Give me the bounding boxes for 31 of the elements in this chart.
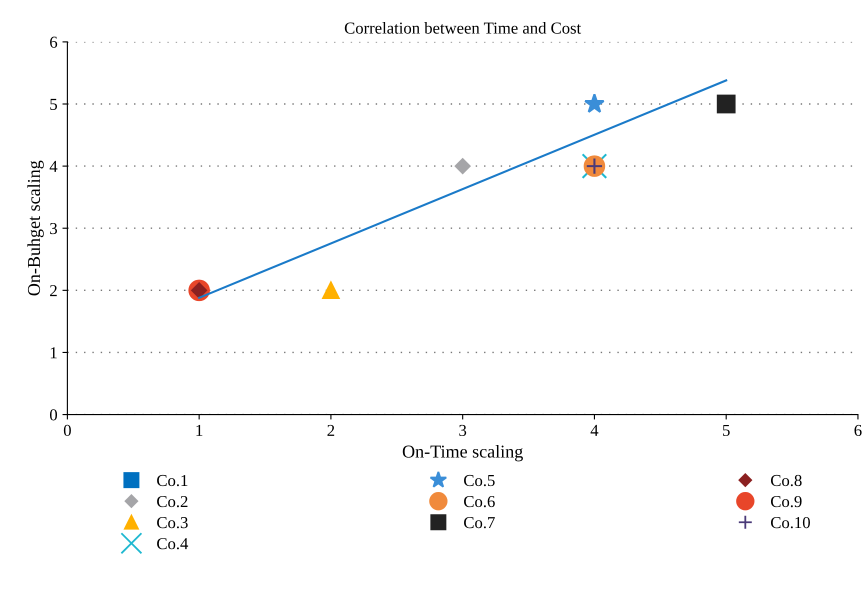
legend-label: Co.7 [464, 517, 495, 528]
point [454, 158, 471, 174]
point [716, 94, 736, 114]
legend-label: Co.4 [157, 538, 188, 550]
x-tick-label: 6 [854, 424, 862, 436]
x-tick-label: 5 [722, 424, 730, 436]
x-axis-title: On-Time scaling [402, 444, 523, 462]
legend-label: Co.8 [771, 474, 802, 486]
legend-label: Co.1 [157, 474, 188, 486]
x-tick-label: 2 [327, 424, 334, 436]
chart-title: Correlation between Time and Cost [344, 22, 582, 34]
legend-label: Co.5 [464, 474, 495, 486]
point [584, 93, 605, 113]
y-tick-label: 2 [50, 285, 57, 296]
y-tick-label: 1 [50, 347, 57, 358]
x-tick-label: 0 [64, 424, 71, 436]
y-tick-label: 6 [50, 36, 58, 48]
x-tick-label: 4 [590, 424, 598, 436]
x-tick-label: 1 [196, 424, 202, 436]
legend-label: Co.9 [771, 496, 802, 508]
legend-label: Co.10 [771, 516, 810, 528]
y-tick-label: 3 [50, 222, 58, 234]
y-tick-label: 5 [50, 98, 58, 110]
x-tick-label: 3 [459, 424, 466, 436]
y-tick-label: 4 [50, 160, 58, 172]
legend-label: Co.6 [464, 496, 495, 508]
legend-label: Co.3 [157, 517, 188, 528]
legend-label: Co.2 [157, 496, 188, 508]
point [322, 282, 340, 300]
y-tick-label: 0 [50, 409, 58, 421]
y-axis-title: On-Buhget scaling [27, 160, 44, 296]
